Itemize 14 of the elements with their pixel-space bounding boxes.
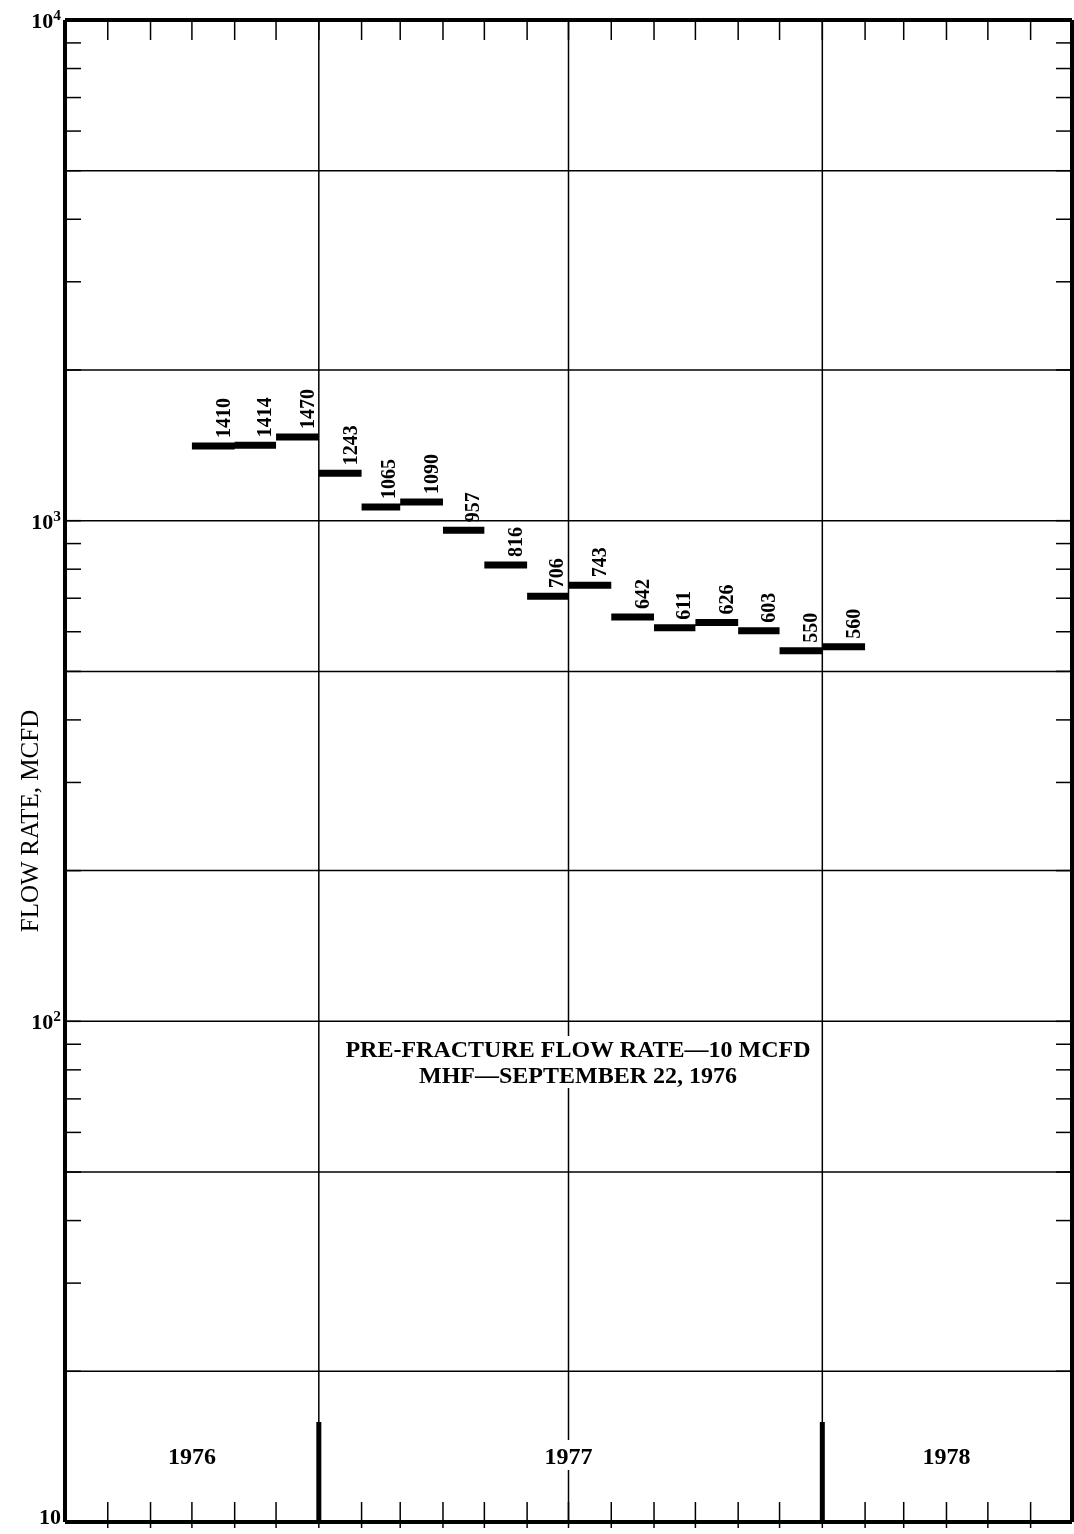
data-label: 560 xyxy=(842,608,865,639)
x-tick-label: 1978 xyxy=(922,1443,971,1469)
x-tick-label: 1977 xyxy=(544,1443,593,1469)
data-label: 1470 xyxy=(295,388,318,429)
data-label: 1414 xyxy=(253,397,276,438)
y-tick-label: 10$^{3}$ xyxy=(31,506,62,534)
y-tick-label: 10 xyxy=(39,1504,61,1529)
annotation: PRE-FRACTURE FLOW RATE—10 MCFD xyxy=(341,1036,815,1062)
data-label: 1410 xyxy=(211,397,234,438)
annotation: MHF—SEPTEMBER 22, 1976 xyxy=(414,1062,741,1088)
y-tick-label: 10$^{4}$ xyxy=(31,5,62,33)
x-tick-label: 1976 xyxy=(167,1443,216,1469)
y-tick-label: 10$^{2}$ xyxy=(31,1006,62,1035)
y-axis-title: FLOW RATE, MCFD xyxy=(16,709,43,933)
